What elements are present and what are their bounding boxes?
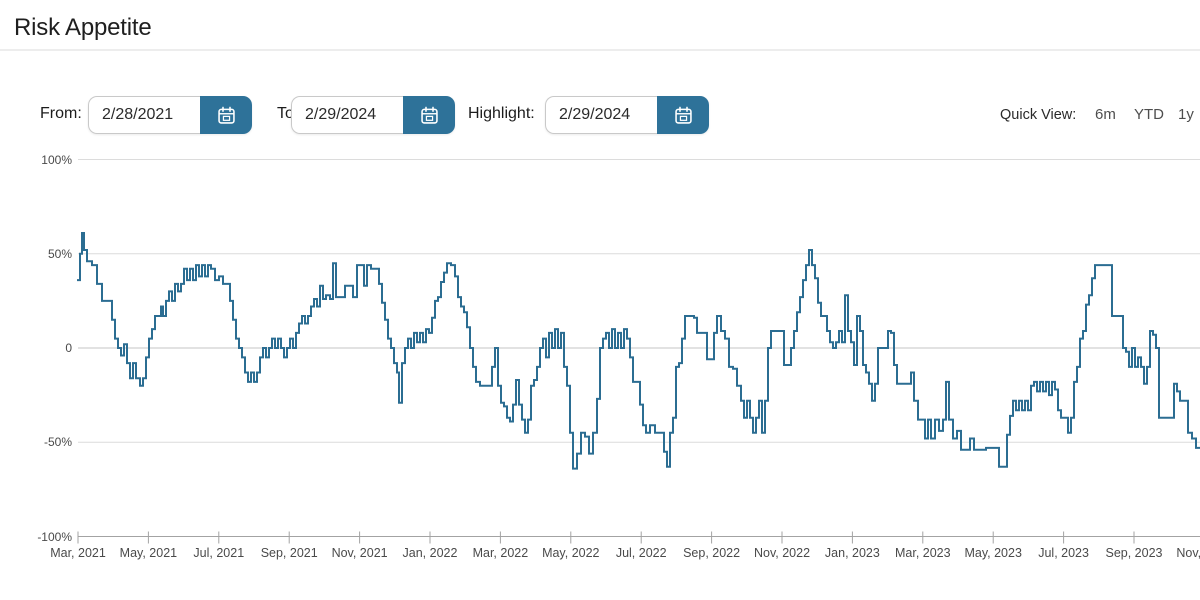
y-tick-label: 100% [41,152,72,167]
x-tick-label: Sep, 2023 [1105,546,1163,560]
x-tick-label: Mar, 2021 [50,546,106,560]
page-title: Risk Appetite [14,14,152,41]
highlight-label: Highlight: [468,105,535,122]
x-tick-label: May, 2021 [119,546,178,560]
from-date-group [88,96,252,134]
x-tick-label: Jul, 2021 [193,546,245,560]
y-tick-label: -100% [37,529,72,544]
quick-view-ytd[interactable]: YTD [1134,106,1164,123]
to-date-input[interactable] [291,96,403,134]
x-tick-label: Jan, 2023 [824,546,880,560]
calendar-icon [674,106,692,124]
calendar-icon [217,106,235,124]
y-tick-label: 50% [47,246,72,261]
header-divider [0,49,1200,51]
x-tick-label: Nov, 2022 [753,546,811,560]
x-tick-label: Sep, 2021 [260,546,318,560]
highlight-date-group [545,96,709,134]
x-tick-label: May, 2022 [542,546,600,560]
x-tick-label: Jul, 2023 [1038,546,1089,560]
quick-view-6m[interactable]: 6m [1095,106,1116,123]
x-tick-label: Nov, 2021 [331,546,388,560]
date-controls-row: From: To: [0,96,1200,134]
calendar-icon [420,106,438,124]
x-tick-label: Jul, 2022 [615,546,667,560]
y-tick-label: -50% [43,435,72,450]
from-calendar-button[interactable] [200,96,252,134]
x-tick-label: Nov, 2023 [1176,546,1200,560]
quick-view-group: Quick View: 6m YTD 1y [1000,106,1200,126]
quick-view-label: Quick View: [1000,107,1077,123]
to-date-group [291,96,455,134]
x-tick-label: Sep, 2022 [683,546,741,560]
from-label: From: [40,105,82,122]
x-tick-label: Mar, 2022 [472,546,529,560]
x-tick-label: Jan, 2022 [402,546,458,560]
highlight-calendar-button[interactable] [657,96,709,134]
x-tick-label: Mar, 2023 [895,546,951,560]
risk-appetite-series-line [77,232,1200,470]
from-date-input[interactable] [88,96,200,134]
highlight-date-input[interactable] [545,96,657,134]
y-tick-label: 0 [65,341,72,355]
to-calendar-button[interactable] [403,96,455,134]
quick-view-1y[interactable]: 1y [1178,106,1194,123]
x-tick-label: May, 2023 [964,546,1022,560]
